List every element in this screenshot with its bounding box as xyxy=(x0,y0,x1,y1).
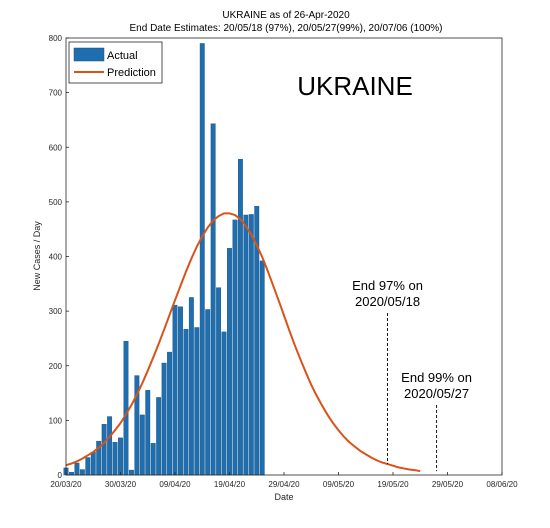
bar xyxy=(107,416,113,476)
bar xyxy=(101,424,107,476)
x-tick-label: 09/04/20 xyxy=(159,480,191,489)
bar xyxy=(172,304,178,476)
bar xyxy=(194,327,200,476)
bar xyxy=(112,442,118,476)
chart-title: UKRAINE as of 26-Apr-2020 xyxy=(222,10,350,21)
bar xyxy=(69,472,74,476)
bar xyxy=(243,214,249,476)
bar xyxy=(167,351,172,476)
y-tick-label: 100 xyxy=(49,416,63,425)
bar xyxy=(216,287,222,476)
end-annotation-line1: End 99% on xyxy=(401,370,472,385)
x-tick-label: 09/05/20 xyxy=(323,480,355,489)
x-tick-label: 20/03/20 xyxy=(50,480,82,489)
bar xyxy=(145,390,151,476)
bar xyxy=(156,397,162,476)
y-tick-label: 800 xyxy=(49,34,63,43)
bar xyxy=(118,437,123,476)
bar xyxy=(199,43,205,476)
y-axis: 0 100 200 300 400 500 600 700 800 xyxy=(49,34,69,480)
bar xyxy=(210,123,216,476)
chart-subtitle: End Date Estimates: 20/05/18 (97%), 20/0… xyxy=(130,23,443,34)
end-annotation-line2: 2020/05/18 xyxy=(355,294,420,309)
country-label: UKRAINE xyxy=(297,71,413,101)
y-tick-label: 200 xyxy=(49,362,63,371)
bar xyxy=(183,328,189,476)
bar xyxy=(150,443,156,476)
x-tick-label: 19/04/20 xyxy=(214,480,246,489)
bar xyxy=(85,457,91,476)
end-annotation-line1: End 97% on xyxy=(352,278,423,293)
bar xyxy=(79,469,85,476)
y-tick-label: 400 xyxy=(49,253,63,262)
bar xyxy=(178,306,183,476)
y-tick-label: 0 xyxy=(58,471,63,480)
x-axis: 20/03/20 30/03/20 09/04/20 19/04/20 29/04/20… xyxy=(50,472,518,489)
y-tick-label: 300 xyxy=(49,307,63,316)
bar xyxy=(237,159,243,476)
y-tick-label: 500 xyxy=(49,198,63,207)
x-tick-label: 29/05/20 xyxy=(432,480,464,489)
line-series-prediction xyxy=(65,212,421,473)
bar-series-actual xyxy=(63,43,265,476)
plot-frame xyxy=(65,37,503,476)
legend-label-actual: Actual xyxy=(107,50,138,62)
end-annotation-line2: 2020/05/27 xyxy=(404,386,469,401)
bar xyxy=(123,340,129,476)
bar xyxy=(227,248,232,476)
bar xyxy=(232,219,238,476)
bar xyxy=(161,362,167,476)
x-tick-label: 29/04/20 xyxy=(268,480,300,489)
y-tick-label: 600 xyxy=(49,143,63,152)
bar xyxy=(188,297,194,476)
y-axis-label: New Cases / Day xyxy=(32,221,42,291)
bar xyxy=(221,331,227,476)
x-axis-label: Date xyxy=(274,492,293,502)
bar xyxy=(139,414,145,476)
prediction-line xyxy=(65,212,421,473)
bar xyxy=(205,309,211,476)
legend-swatch-actual xyxy=(73,47,105,62)
y-tick-label: 700 xyxy=(49,89,63,98)
x-tick-label: 08/06/20 xyxy=(486,480,518,489)
bar xyxy=(90,451,96,476)
legend: Actual Prediction xyxy=(68,41,163,84)
x-tick-label: 30/03/20 xyxy=(105,480,137,489)
bar xyxy=(74,462,80,476)
bar xyxy=(128,469,134,476)
bar xyxy=(259,260,265,476)
legend-label-prediction: Prediction xyxy=(107,67,156,79)
x-tick-label: 19/05/20 xyxy=(377,480,409,489)
bar xyxy=(248,214,254,476)
